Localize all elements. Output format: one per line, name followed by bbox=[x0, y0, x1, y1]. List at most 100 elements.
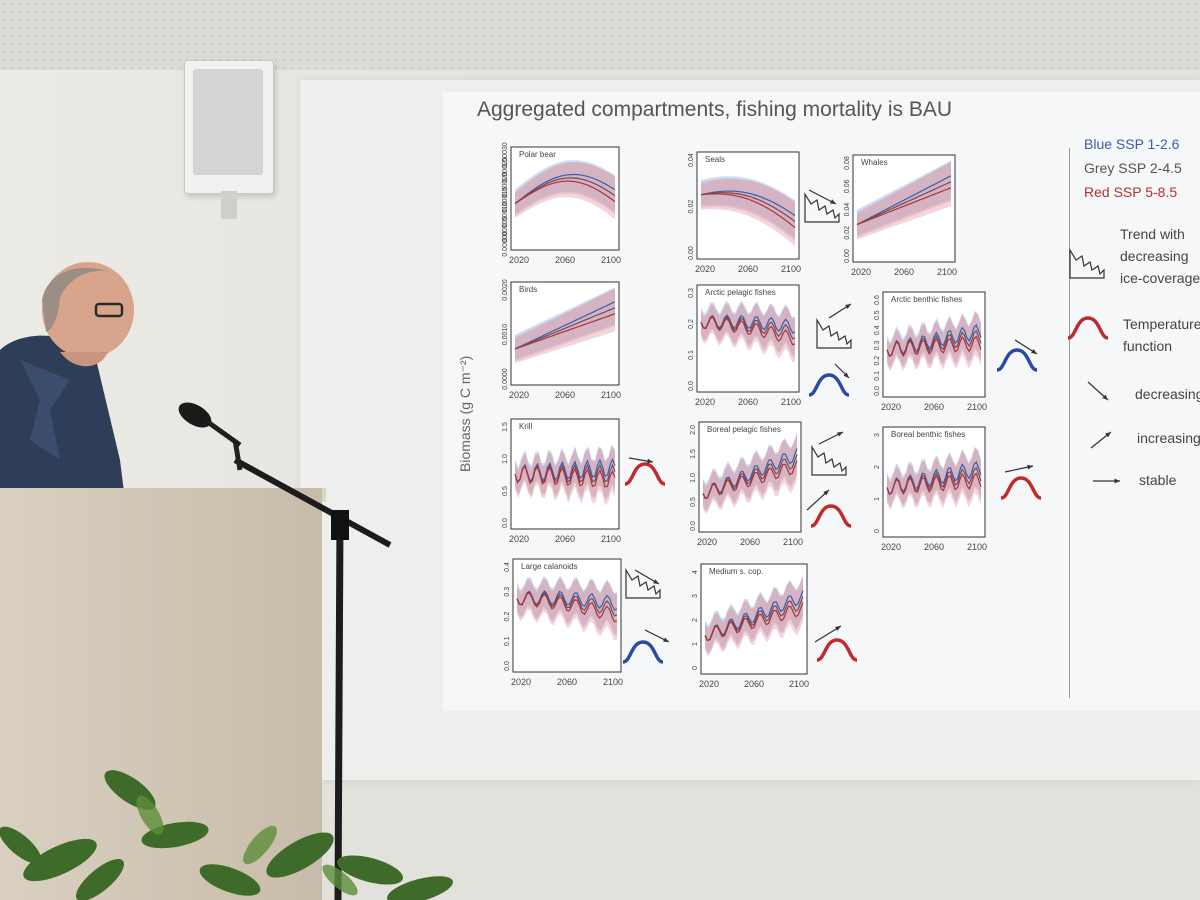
x-tick-label: 2100 bbox=[783, 537, 803, 547]
series-line bbox=[514, 457, 616, 484]
panel-title: Krill bbox=[519, 422, 533, 431]
decreasing-arrow-icon bbox=[830, 199, 836, 204]
series-envelope bbox=[703, 432, 797, 511]
y-tick-label: 0.00005 bbox=[502, 216, 509, 241]
y-tick-label: 2 bbox=[874, 465, 881, 469]
temperature-icon bbox=[1067, 316, 1109, 340]
series-line bbox=[856, 175, 952, 226]
y-tick-label: 4 bbox=[692, 570, 699, 574]
key-decreasing: decreasing bbox=[1135, 386, 1200, 402]
series-line bbox=[886, 335, 982, 358]
y-tick-label: 0.02 bbox=[844, 226, 851, 240]
divider-line bbox=[1069, 148, 1070, 698]
panel-frame bbox=[700, 563, 808, 675]
series-envelope bbox=[703, 433, 797, 515]
key-trend-3: ice-coverage bbox=[1120, 270, 1200, 286]
y-tick-label: 0.0 bbox=[502, 518, 509, 528]
temperature-icon bbox=[622, 640, 664, 664]
ice-trend-icon bbox=[1069, 247, 1105, 279]
y-tick-label: 0.0 bbox=[504, 661, 511, 671]
legend-grey: Grey SSP 2-4.5 bbox=[1084, 160, 1182, 176]
increasing-arrow-icon bbox=[1027, 464, 1033, 470]
key-trend-1: Trend with bbox=[1120, 226, 1185, 242]
panel-title: Medium s. cop. bbox=[709, 567, 763, 576]
decreasing-arrow-icon bbox=[1102, 394, 1108, 400]
slide: Aggregated compartments, fishing mortali… bbox=[443, 92, 1200, 711]
x-tick-label: 2100 bbox=[937, 267, 957, 277]
key-trend-2: decreasing bbox=[1120, 248, 1189, 264]
panel-frame bbox=[852, 154, 956, 263]
panel-title: Large calanoids bbox=[521, 562, 577, 571]
increasing-arrow-icon bbox=[1105, 432, 1111, 438]
y-tick-label: 0.3 bbox=[688, 288, 695, 298]
series-line bbox=[514, 301, 616, 350]
y-tick-label: 2 bbox=[692, 618, 699, 622]
series-envelope bbox=[705, 575, 803, 657]
series-envelope bbox=[857, 160, 951, 236]
y-tick-label: 1.5 bbox=[502, 422, 509, 432]
y-tick-label: 2.0 bbox=[690, 425, 697, 435]
microphone-stand bbox=[178, 402, 392, 900]
series-line bbox=[700, 192, 796, 223]
speaker-grill bbox=[193, 69, 263, 175]
legend-red: Red SSP 5-8.5 bbox=[1084, 184, 1178, 200]
decreasing-arrow-icon bbox=[653, 579, 659, 584]
panel-title: Boreal pelagic fishes bbox=[707, 425, 781, 434]
panel-frame bbox=[512, 558, 622, 673]
increasing-arrow-icon bbox=[823, 490, 829, 496]
y-tick-label: 1 bbox=[874, 497, 881, 501]
temperature-icon bbox=[810, 504, 852, 528]
y-tick-label: 0.08 bbox=[844, 156, 851, 170]
y-tick-label: 1 bbox=[692, 642, 699, 646]
y-tick-label: 0.5 bbox=[874, 310, 881, 320]
y-tick-label: 0.0 bbox=[690, 521, 697, 531]
x-tick-label: 2060 bbox=[738, 397, 758, 407]
x-tick-label: 2060 bbox=[894, 267, 914, 277]
x-tick-label: 2100 bbox=[967, 402, 987, 412]
series-envelope bbox=[515, 287, 615, 360]
y-tick-label: 0.4 bbox=[504, 562, 511, 572]
y-tick-label: 0.3 bbox=[874, 341, 881, 351]
series-line bbox=[700, 190, 796, 217]
series-envelope bbox=[705, 574, 803, 653]
series-envelope bbox=[515, 160, 615, 214]
presenter bbox=[0, 262, 134, 500]
y-tick-label: 0.3 bbox=[504, 587, 511, 597]
increasing-arrow-icon bbox=[835, 626, 841, 631]
y-tick-label: 3 bbox=[692, 594, 699, 598]
y-tick-label: 0.00025 bbox=[502, 157, 509, 182]
series-line bbox=[516, 592, 618, 623]
series-line bbox=[700, 193, 796, 229]
series-line bbox=[514, 307, 616, 350]
plant bbox=[0, 770, 453, 900]
y-tick-label: 0.4 bbox=[874, 325, 881, 335]
panel-title: Whales bbox=[861, 158, 888, 167]
x-tick-label: 2100 bbox=[603, 677, 623, 687]
series-line bbox=[702, 460, 798, 500]
ice-trend-icon bbox=[804, 191, 840, 223]
x-tick-label: 2020 bbox=[881, 402, 901, 412]
y-tick-label: 0.04 bbox=[688, 153, 695, 167]
panel-title: Polar bear bbox=[519, 150, 556, 159]
y-tick-label: 0.2 bbox=[504, 612, 511, 622]
x-tick-label: 2100 bbox=[967, 542, 987, 552]
ice-trend-icon bbox=[625, 567, 661, 599]
slide-graphics: Polar bear0.000000.000050.000100.000150.… bbox=[502, 142, 1120, 689]
y-tick-label: 0.00010 bbox=[502, 202, 509, 227]
x-tick-label: 2100 bbox=[601, 534, 621, 544]
panel-title: Boreal benthic fishes bbox=[891, 430, 965, 439]
temperature-icon bbox=[996, 348, 1038, 372]
temperature-icon bbox=[816, 638, 858, 662]
y-tick-label: 0 bbox=[874, 529, 881, 533]
series-line bbox=[886, 472, 982, 496]
increasing-arrow-icon bbox=[837, 432, 843, 437]
y-tick-label: 0.00020 bbox=[502, 172, 509, 197]
y-tick-label: 0.1 bbox=[688, 350, 695, 360]
x-tick-label: 2100 bbox=[601, 255, 621, 265]
panel-title: Arctic pelagic fishes bbox=[705, 288, 776, 297]
x-tick-label: 2020 bbox=[511, 677, 531, 687]
y-tick-label: 0.0000 bbox=[502, 368, 509, 390]
panel-frame bbox=[510, 281, 620, 386]
y-tick-label: 0.6 bbox=[874, 295, 881, 305]
series-line bbox=[704, 602, 804, 642]
